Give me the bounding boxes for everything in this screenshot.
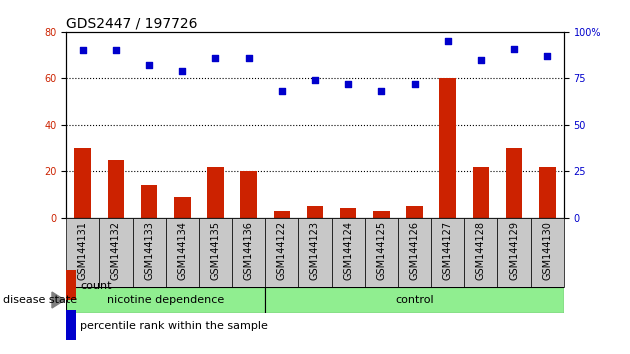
Point (277, 88, 287, 94)
Point (144, 62, 154, 68)
Text: count: count (80, 281, 112, 291)
Bar (100, 218, 132, 287)
Bar (373, 211, 389, 218)
Text: GSM144131: GSM144131 (77, 221, 88, 280)
Bar (340, 209, 357, 218)
Bar (240, 171, 257, 218)
Text: GSM144128: GSM144128 (476, 221, 486, 280)
Point (443, 38, 453, 44)
Bar (265, 287, 564, 313)
Point (244, 55, 254, 61)
Text: GSM144132: GSM144132 (111, 221, 121, 280)
Bar (66, 310, 76, 340)
Text: GSM144135: GSM144135 (210, 221, 220, 280)
Point (376, 88, 386, 94)
Bar (207, 167, 224, 218)
Text: GSM144122: GSM144122 (277, 221, 287, 280)
Bar (299, 218, 331, 287)
Bar (232, 218, 265, 287)
Text: GSM144136: GSM144136 (244, 221, 254, 280)
Point (310, 78, 320, 83)
Bar (398, 218, 431, 287)
Bar (108, 160, 124, 218)
Bar (440, 78, 456, 218)
Bar (174, 197, 191, 218)
Text: control: control (395, 295, 434, 305)
Bar (464, 218, 498, 287)
Bar (365, 218, 398, 287)
Bar (506, 148, 522, 218)
Text: GSM144134: GSM144134 (177, 221, 187, 280)
Bar (166, 218, 199, 287)
Bar (472, 167, 489, 218)
Text: GSM144129: GSM144129 (509, 221, 519, 280)
Bar (498, 218, 530, 287)
Point (542, 53, 553, 59)
Bar (141, 185, 158, 218)
Text: GDS2447 / 197726: GDS2447 / 197726 (66, 17, 198, 31)
Point (111, 47, 121, 53)
Bar (132, 218, 166, 287)
Text: GSM144124: GSM144124 (343, 221, 353, 280)
Point (343, 81, 353, 87)
Point (210, 55, 220, 61)
Bar (273, 211, 290, 218)
Text: disease state: disease state (3, 295, 77, 305)
Polygon shape (52, 292, 64, 308)
Point (410, 81, 420, 87)
Bar (74, 148, 91, 218)
Point (77, 47, 88, 53)
Text: nicotine dependence: nicotine dependence (107, 295, 224, 305)
Bar (406, 206, 423, 218)
Bar (431, 218, 464, 287)
Bar (539, 167, 556, 218)
Bar (331, 218, 365, 287)
Bar (66, 218, 100, 287)
Text: GSM144127: GSM144127 (443, 221, 453, 280)
Text: GSM144133: GSM144133 (144, 221, 154, 280)
Bar (265, 218, 299, 287)
Bar (199, 218, 232, 287)
Bar (66, 287, 265, 313)
Text: GSM144123: GSM144123 (310, 221, 320, 280)
Text: GSM144130: GSM144130 (542, 221, 553, 280)
Point (509, 46, 519, 51)
Bar (307, 206, 323, 218)
Point (476, 57, 486, 63)
Point (177, 68, 187, 74)
Bar (66, 270, 76, 300)
Text: percentile rank within the sample: percentile rank within the sample (80, 321, 268, 331)
Bar (530, 218, 564, 287)
Text: GSM144126: GSM144126 (410, 221, 420, 280)
Text: GSM144125: GSM144125 (376, 221, 386, 280)
